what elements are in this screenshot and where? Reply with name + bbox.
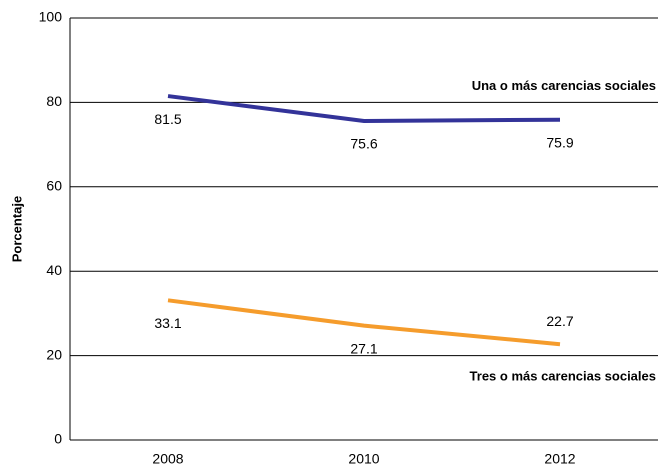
x-tick-label: 2012 [544,451,575,465]
y-tick-label: 20 [46,346,62,362]
x-tick-label: 2010 [348,451,379,465]
data-label: 75.6 [350,136,377,152]
data-label: 81.5 [154,111,181,127]
data-label: 22.7 [546,313,573,329]
line [167,94,561,123]
series-label: Una o más carencias sociales [472,78,656,93]
y-tick-label: 60 [46,178,62,194]
y-axis-label: Porcentaje [9,196,24,262]
y-tick-label: 40 [46,262,62,278]
data-label: 75.9 [546,134,573,150]
y-tick-label: 100 [39,9,63,25]
series-label: Tres o más carencias sociales [470,369,656,384]
data-label: 33.1 [154,315,181,331]
data-label: 27.1 [350,340,377,356]
x-tick-label: 2008 [152,451,183,465]
line [167,298,561,347]
y-tick-label: 80 [46,93,62,109]
y-tick-label: 0 [54,431,62,447]
